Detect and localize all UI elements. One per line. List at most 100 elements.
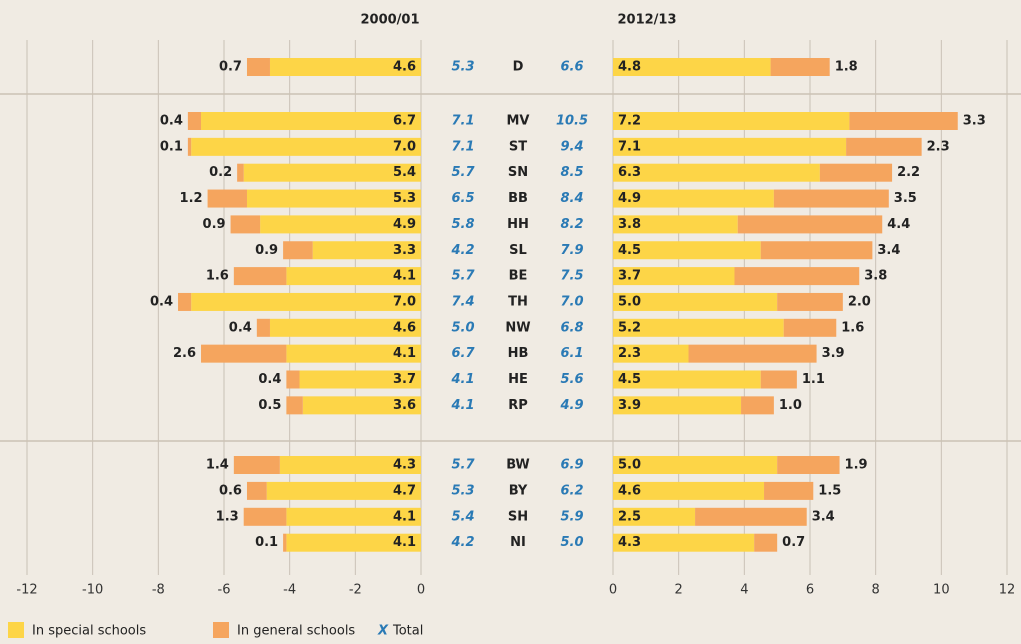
total-label: 5.6: [560, 372, 583, 387]
bar-special: [613, 267, 735, 286]
value-label: 3.4: [812, 509, 835, 524]
x-tick-label: -12: [16, 583, 37, 598]
bar-general: [773, 189, 889, 208]
bar-special: [613, 58, 771, 76]
x-tick-label: -4: [283, 583, 296, 598]
bar-general: [207, 189, 247, 208]
category-label: SN: [508, 165, 528, 180]
bar-general: [230, 215, 261, 234]
value-label: 1.3: [216, 509, 239, 524]
value-label: 1.6: [841, 320, 864, 335]
category-label: NW: [505, 320, 530, 335]
value-label: 1.2: [180, 191, 203, 206]
category-label: HH: [507, 217, 529, 232]
total-label: 6.6: [560, 60, 583, 75]
bar-special: [613, 456, 778, 474]
bar-general: [237, 163, 244, 182]
bar-general: [777, 292, 843, 311]
bar-special: [613, 318, 784, 337]
value-label: 1.6: [206, 269, 229, 284]
bar-special: [299, 370, 421, 389]
bar-special: [613, 292, 778, 311]
bar-special: [613, 507, 696, 526]
value-label: 2.3: [927, 139, 950, 154]
total-label: 4.1: [450, 398, 474, 413]
total-label: 7.1: [451, 114, 474, 129]
x-tick-label: 12: [999, 583, 1016, 598]
value-label: 7.2: [618, 114, 641, 129]
bar-general: [737, 215, 883, 234]
total-label: 5.9: [560, 509, 583, 524]
category-label: HE: [508, 372, 528, 387]
category-label: D: [513, 60, 524, 75]
value-label: 0.4: [229, 320, 252, 335]
bar-general: [201, 344, 287, 363]
total-label: 5.7: [451, 269, 475, 284]
bar-special: [613, 370, 761, 389]
bar-general: [760, 370, 797, 389]
value-label: 0.7: [219, 60, 242, 75]
value-label: 3.9: [822, 346, 845, 361]
x-tick-label: 0: [609, 583, 617, 598]
bar-general: [764, 481, 814, 500]
bar-general: [286, 396, 303, 415]
total-label: 4.1: [450, 372, 474, 387]
value-label: 4.3: [618, 535, 641, 550]
value-label: 4.5: [618, 243, 641, 258]
value-label: 3.3: [393, 243, 416, 258]
total-label: 5.0: [451, 320, 474, 335]
value-label: 0.2: [209, 165, 232, 180]
bar-special: [201, 112, 421, 130]
total-label: 6.2: [560, 483, 583, 498]
value-label: 0.1: [255, 535, 278, 550]
value-label: 4.1: [393, 269, 416, 284]
value-label: 0.7: [782, 535, 805, 550]
category-label: BY: [509, 483, 528, 498]
total-label: 10.5: [556, 114, 588, 129]
value-label: 0.6: [219, 483, 242, 498]
legend-label: In general schools: [237, 624, 355, 639]
value-label: 0.9: [203, 217, 226, 232]
legend-swatch: [213, 622, 229, 638]
total-label: 7.9: [560, 243, 583, 258]
category-label: BE: [509, 269, 528, 284]
legend-swatch: [8, 622, 24, 638]
bar-special: [613, 137, 847, 156]
legend-label: In special schools: [32, 624, 146, 639]
total-label: 6.5: [451, 191, 474, 206]
value-label: 4.7: [393, 483, 416, 498]
value-label: 5.2: [618, 320, 641, 335]
bar-special: [302, 396, 421, 415]
panel-title: 2012/13: [617, 13, 676, 28]
value-label: 0.1: [160, 139, 183, 154]
bar-general: [734, 267, 860, 286]
category-label: SH: [508, 509, 528, 524]
value-label: 2.3: [618, 346, 641, 361]
bar-general: [819, 163, 893, 182]
value-label: 5.3: [393, 191, 416, 206]
total-label: 8.4: [560, 191, 583, 206]
value-label: 1.8: [835, 60, 858, 75]
total-label: 7.4: [451, 294, 474, 309]
bar-general: [233, 267, 287, 286]
total-label: 7.5: [560, 269, 583, 284]
bar-general: [246, 481, 267, 500]
bar-general: [777, 456, 840, 474]
value-label: 2.6: [173, 346, 196, 361]
bar-general: [187, 112, 202, 130]
category-label: HB: [508, 346, 529, 361]
value-label: 0.5: [258, 398, 281, 413]
value-label: 4.6: [393, 60, 416, 75]
value-label: 5.0: [618, 458, 641, 473]
value-label: 4.6: [618, 483, 641, 498]
bar-special: [613, 215, 738, 234]
category-label: RP: [508, 398, 528, 413]
bar-special: [260, 215, 421, 234]
total-label: 7.0: [560, 294, 583, 309]
x-tick-label: -6: [218, 583, 231, 598]
value-label: 4.8: [618, 60, 641, 75]
value-label: 4.9: [393, 217, 416, 232]
bar-general: [695, 507, 807, 526]
value-label: 4.1: [393, 509, 416, 524]
